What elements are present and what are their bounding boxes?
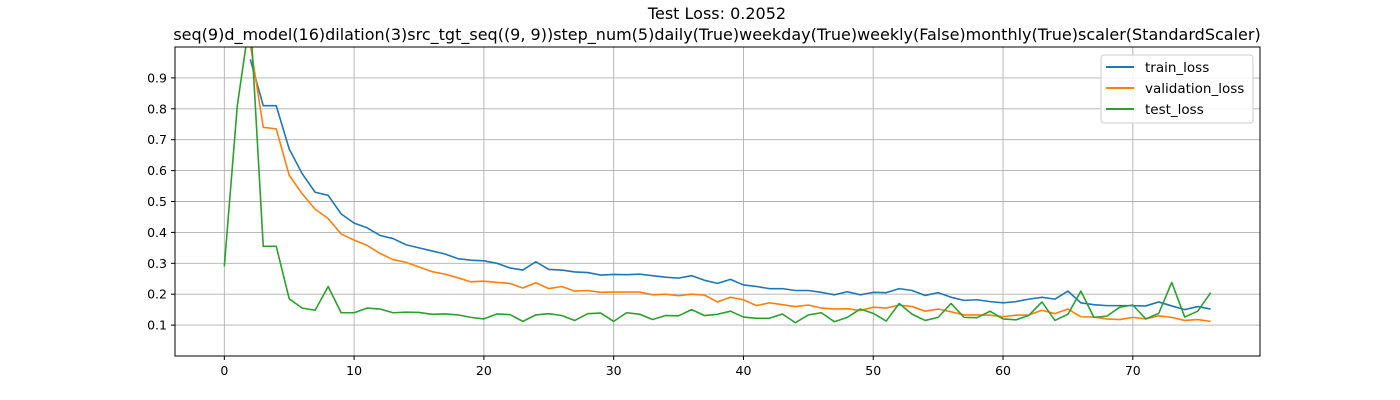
chart-title: Test Loss: 0.2052 — [647, 4, 786, 23]
x-tick-label: 60 — [995, 363, 1011, 378]
series-lines — [223, 47, 1212, 324]
x-axis-ticks: 0 10 20 30 40 50 60 70 — [220, 356, 1141, 378]
legend-label-test-loss: test_loss — [1145, 102, 1204, 118]
y-tick-label: 0.9 — [147, 70, 167, 85]
y-tick-label: 0.5 — [147, 194, 167, 209]
y-tick-label: 0.2 — [147, 287, 167, 302]
y-tick-label: 0.7 — [147, 132, 167, 147]
legend: train_loss validation_loss test_loss — [1100, 54, 1254, 124]
x-tick-label: 40 — [736, 363, 752, 378]
x-tick-label: 70 — [1125, 363, 1141, 378]
chart-subtitle: seq(9)d_model(16)dilation(3)src_tgt_seq(… — [173, 25, 1260, 45]
y-tick-label: 0.4 — [147, 225, 167, 240]
y-tick-label: 0.6 — [147, 163, 167, 178]
series-line-train-loss — [249, 59, 1211, 311]
x-tick-label: 20 — [476, 363, 492, 378]
legend-box — [1100, 54, 1254, 124]
series-line-test-loss — [223, 47, 1212, 324]
legend-label-validation-loss: validation_loss — [1145, 81, 1244, 97]
legend-label-train-loss: train_loss — [1145, 60, 1209, 76]
y-axis-ticks: 0.1 0.2 0.3 0.4 0.5 0.6 0.7 0.8 0.9 — [147, 70, 175, 333]
plot-frame — [174, 46, 1261, 357]
y-tick-label: 0.8 — [147, 101, 167, 116]
x-tick-label: 0 — [220, 363, 228, 378]
x-tick-label: 10 — [346, 363, 362, 378]
series-line-validation-loss — [249, 47, 1211, 323]
y-tick-label: 0.1 — [147, 318, 167, 333]
x-tick-label: 30 — [606, 363, 622, 378]
x-tick-label: 50 — [865, 363, 881, 378]
y-tick-label: 0.3 — [147, 256, 167, 271]
